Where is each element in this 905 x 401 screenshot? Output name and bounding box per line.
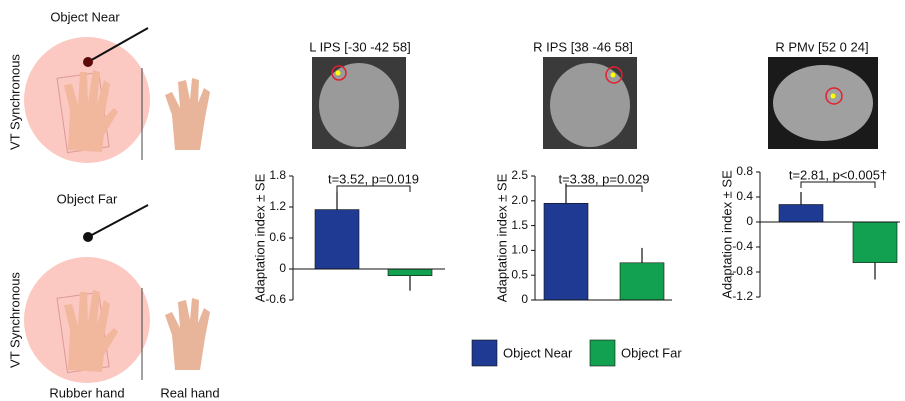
y-tick-label: 0 xyxy=(521,292,528,306)
label: Object Far xyxy=(57,191,118,206)
y-axis-label: Adaptation index ± SE xyxy=(494,173,509,302)
blob xyxy=(336,71,341,76)
bar xyxy=(388,269,432,276)
object-rod xyxy=(88,205,148,237)
y-tick-label: -0.6 xyxy=(265,292,286,306)
legend-label: Object Near xyxy=(503,345,573,360)
y-tick-label: 1.0 xyxy=(511,243,528,257)
y-tick-label: 0 xyxy=(746,214,753,228)
y-tick-label: 1.8 xyxy=(269,168,286,182)
y-axis-label: Adaptation index ± SE xyxy=(719,170,734,299)
figure: Object Near VT Synchronous Object Far VT… xyxy=(0,0,905,401)
brain-images xyxy=(312,57,878,149)
y-axis-label: Adaptation index ± SE xyxy=(252,173,267,302)
object xyxy=(83,57,93,67)
y-tick-label: 2.0 xyxy=(511,193,528,207)
chart-title: L IPS [-30 -42 58] xyxy=(309,39,410,54)
y-tick-label: 2.5 xyxy=(511,168,528,182)
object xyxy=(83,232,93,242)
y-tick-label: -0.8 xyxy=(732,264,753,278)
legend-label: Object Far xyxy=(621,345,682,360)
significance-bracket xyxy=(801,182,875,188)
label: VT Synchronous xyxy=(7,54,22,150)
brain xyxy=(319,63,399,147)
bar xyxy=(620,263,664,300)
y-tick-label: 0.4 xyxy=(736,189,753,203)
y-tick-label: 1.2 xyxy=(269,199,286,213)
bar xyxy=(779,205,823,223)
illustration: Object Near VT Synchronous Object Far VT… xyxy=(7,9,219,400)
brain xyxy=(550,63,630,147)
blob xyxy=(831,94,836,99)
real-hand xyxy=(165,78,210,150)
label: Real hand xyxy=(160,385,219,400)
annotation: t=3.38, p=0.029 xyxy=(558,171,649,186)
bar xyxy=(315,210,359,269)
y-tick-label: 0 xyxy=(279,261,286,275)
annotation: t=2.81, p<0.005† xyxy=(789,167,887,182)
y-tick-label: -1.2 xyxy=(732,289,753,303)
bar xyxy=(544,203,588,300)
brain xyxy=(773,65,873,141)
legend-swatch xyxy=(472,340,497,366)
significance-bracket xyxy=(566,186,642,192)
label: VT Synchronous xyxy=(7,272,22,368)
chart-title: R PMv [52 0 24] xyxy=(775,39,868,54)
label: Rubber hand xyxy=(49,385,124,400)
chart-title: R IPS [38 -46 58] xyxy=(533,39,633,54)
y-tick-label: 0.6 xyxy=(269,230,286,244)
label: Object Near xyxy=(50,9,120,24)
bar xyxy=(853,222,897,263)
significance-bracket xyxy=(337,186,410,192)
legend-swatch xyxy=(590,340,615,366)
annotation: t=3.52, p=0.019 xyxy=(328,171,419,186)
y-tick-label: 0.5 xyxy=(511,267,528,281)
y-tick-label: -0.4 xyxy=(732,239,753,253)
y-tick-label: 1.5 xyxy=(511,218,528,232)
y-tick-label: 0.8 xyxy=(736,164,753,178)
real-hand xyxy=(165,298,210,370)
legend: Object Near Object Far xyxy=(472,340,682,366)
blob xyxy=(611,73,616,78)
